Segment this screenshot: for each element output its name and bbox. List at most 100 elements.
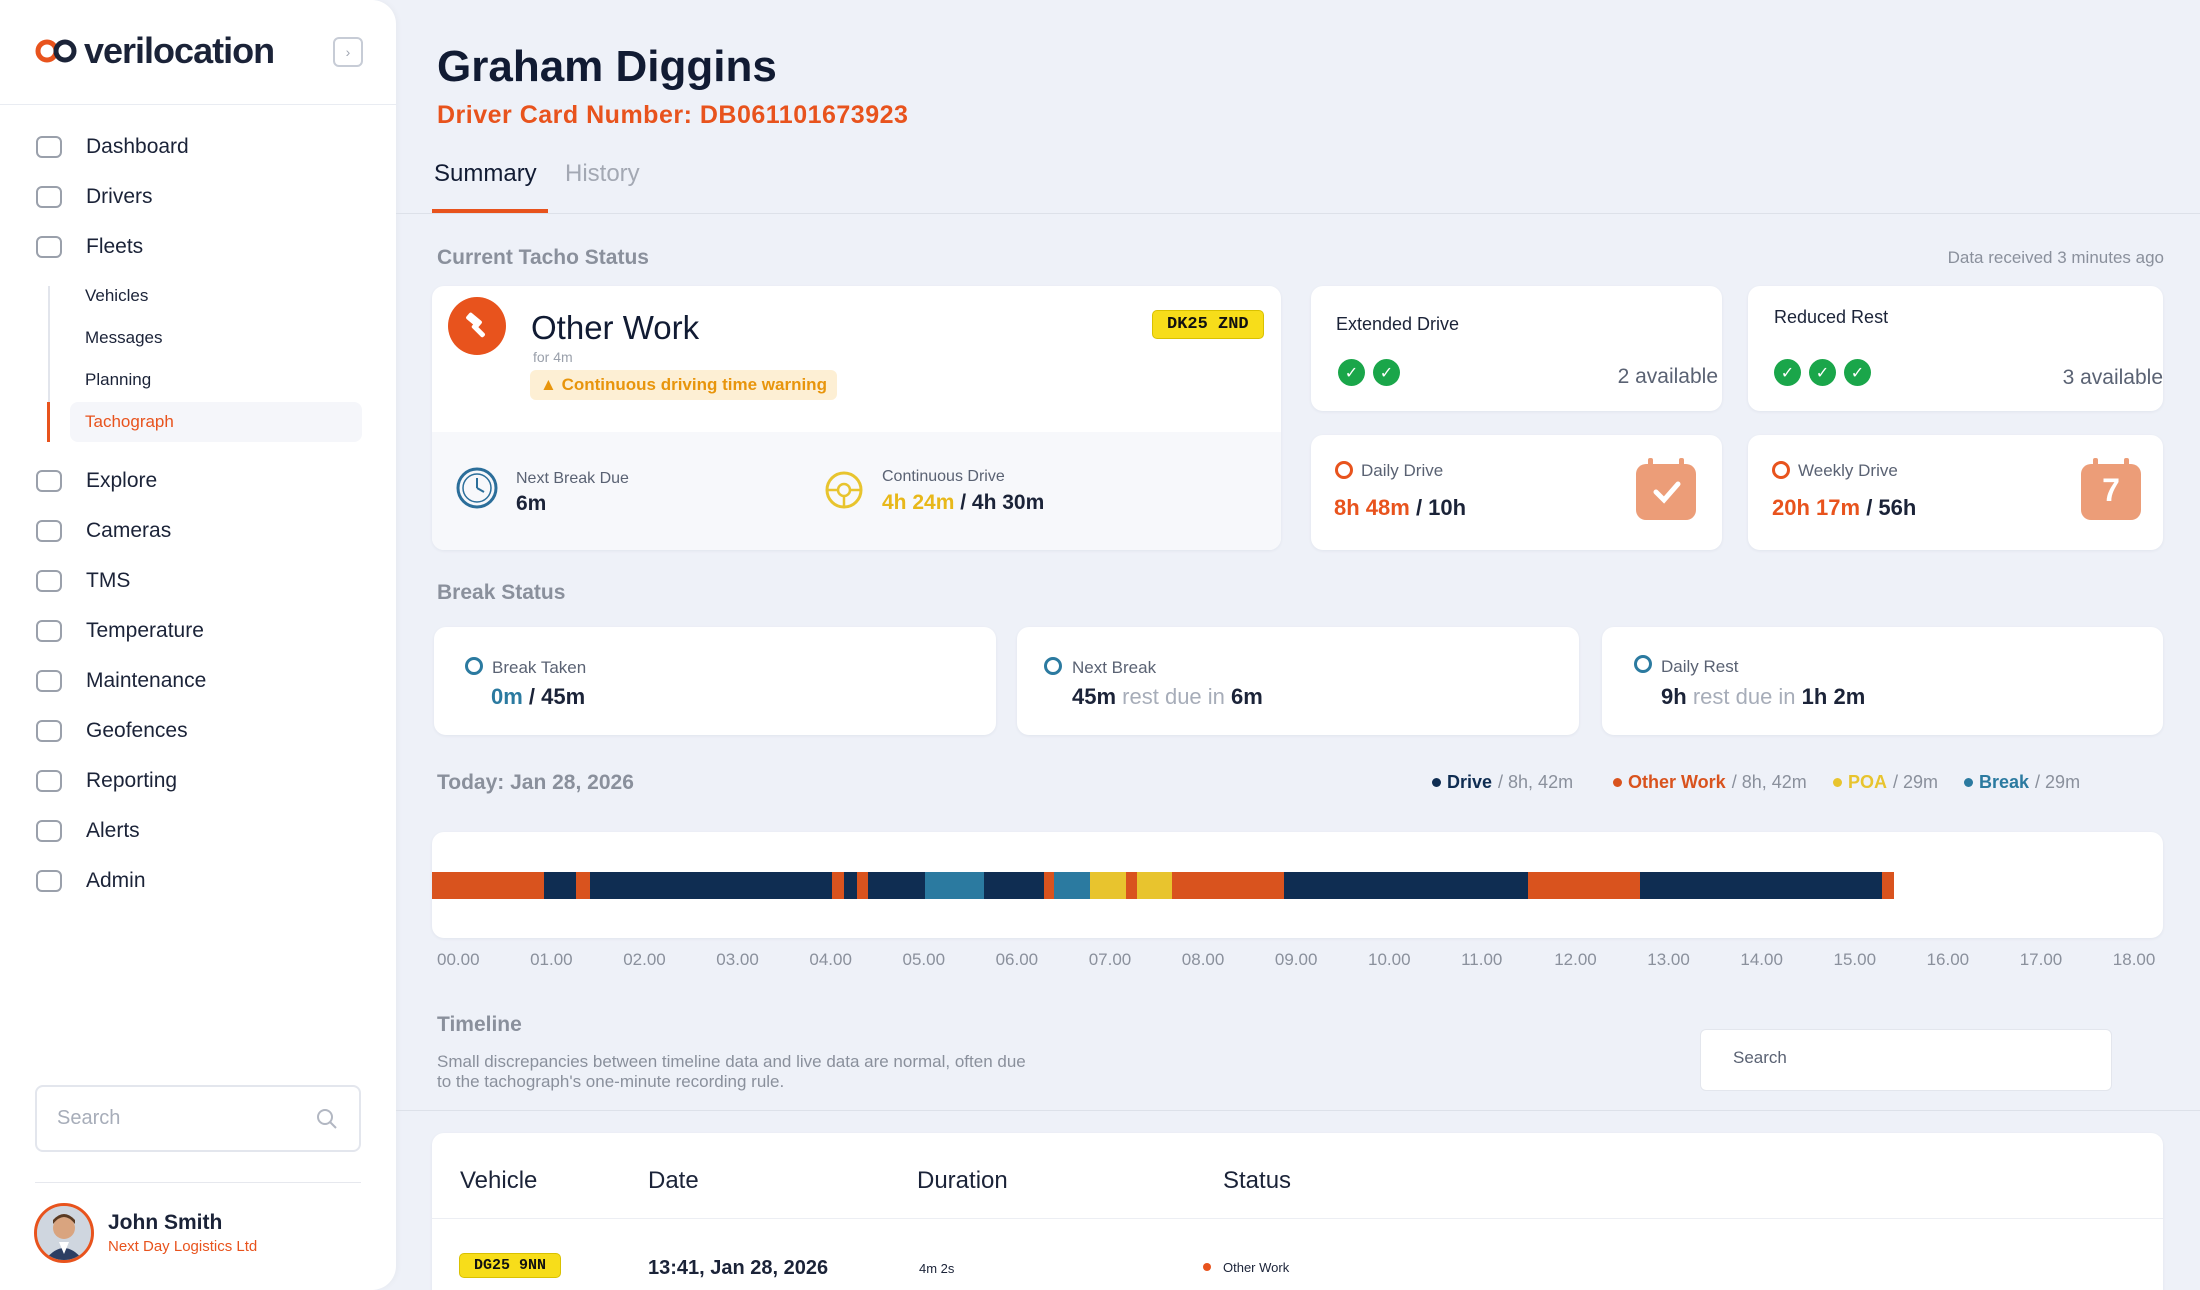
segment-other-work[interactable] bbox=[1882, 872, 1894, 899]
timeline-search-input[interactable]: Search bbox=[1700, 1029, 2112, 1091]
divider bbox=[396, 1110, 2200, 1111]
hour-tick-label: 07.00 bbox=[1088, 950, 1132, 969]
hour-tick-label: 15.00 bbox=[1833, 950, 1877, 969]
extended-drive-label: Extended Drive bbox=[1336, 314, 1460, 334]
segment-drive[interactable] bbox=[984, 872, 1044, 899]
sidebar-subitem-messages[interactable]: Messages bbox=[85, 328, 163, 347]
section-title-break: Break Status bbox=[437, 581, 566, 604]
next-break-status-value: 45m bbox=[1072, 684, 1117, 709]
report-icon bbox=[32, 764, 66, 798]
segment-other-work[interactable] bbox=[832, 872, 845, 899]
geofence-icon bbox=[32, 714, 66, 748]
legend-poa-name: POA bbox=[1848, 772, 1888, 792]
column-header-duration[interactable]: Duration bbox=[917, 1167, 1008, 1194]
wrench-icon bbox=[32, 664, 66, 698]
row-vehicle-plate: DG25 9NN bbox=[459, 1253, 562, 1278]
break-taken-value: 0m bbox=[491, 684, 523, 709]
divider bbox=[0, 104, 396, 105]
segment-break[interactable] bbox=[1053, 872, 1091, 899]
sidebar: verilocation › Dashboard Drivers Fleets Exp… bbox=[0, 0, 396, 1290]
sidebar-item-dashboard[interactable]: Dashboard bbox=[32, 130, 189, 164]
sidebar-item-label: Drivers bbox=[86, 185, 153, 208]
segment-other-work[interactable] bbox=[432, 872, 544, 899]
sidebar-item-reporting[interactable]: Reporting bbox=[32, 764, 177, 798]
section-title-tacho: Current Tacho Status bbox=[437, 246, 649, 269]
sidebar-item-admin[interactable]: Admin bbox=[32, 864, 146, 898]
sidebar-item-maintenance[interactable]: Maintenance bbox=[32, 664, 206, 698]
segment-poa[interactable] bbox=[1090, 872, 1126, 899]
sidebar-item-cameras[interactable]: Cameras bbox=[32, 514, 171, 548]
sidebar-item-alerts[interactable]: Alerts bbox=[32, 814, 140, 848]
daily-rest-label: Daily Rest bbox=[1661, 657, 1739, 676]
column-header-date[interactable]: Date bbox=[648, 1167, 699, 1194]
segment-break[interactable] bbox=[925, 872, 985, 899]
sidebar-item-explore[interactable]: Explore bbox=[32, 464, 157, 498]
segment-drive[interactable] bbox=[543, 872, 577, 899]
continuous-drive-label: Continuous Drive bbox=[882, 468, 1005, 485]
hour-tick-label: 03.00 bbox=[716, 950, 759, 969]
segment-other-work[interactable] bbox=[1125, 872, 1137, 899]
warning-icon: ▲ bbox=[540, 375, 557, 394]
row-duration: 4m 2s bbox=[919, 1261, 955, 1276]
active-tab-indicator bbox=[432, 209, 548, 213]
row-date: 13:41, Jan 28, 2026 bbox=[648, 1257, 829, 1279]
sidebar-item-fleets[interactable]: Fleets bbox=[32, 230, 143, 264]
segment-drive[interactable] bbox=[590, 872, 833, 899]
segment-other-work[interactable] bbox=[857, 872, 868, 899]
weekly-drive-ring-icon bbox=[1772, 461, 1790, 479]
sidebar-item-label: Cameras bbox=[86, 519, 172, 542]
user-profile[interactable]: John Smith Next Day Logistics Ltd bbox=[34, 1203, 257, 1263]
daily-drive-ring-icon bbox=[1335, 461, 1353, 479]
segment-drive[interactable] bbox=[844, 872, 858, 899]
reduced-rest-checks: ✓ ✓ ✓ bbox=[1774, 359, 1879, 386]
column-header-vehicle[interactable]: Vehicle bbox=[460, 1167, 538, 1194]
brand-logo[interactable]: verilocation bbox=[34, 30, 275, 72]
segment-drive[interactable] bbox=[1283, 872, 1528, 899]
check-icon: ✓ bbox=[1844, 359, 1871, 386]
sidebar-search-input[interactable]: Search bbox=[35, 1085, 361, 1152]
user-org: Next Day Logistics Ltd bbox=[108, 1238, 258, 1255]
sidebar-item-tms[interactable]: TMS bbox=[32, 564, 130, 598]
sidebar-item-geofences[interactable]: Geofences bbox=[32, 714, 188, 748]
segment-other-work[interactable] bbox=[1172, 872, 1284, 899]
segment-poa[interactable] bbox=[1136, 872, 1173, 899]
daily-rest-due: 1h 2m bbox=[1801, 684, 1866, 709]
current-status-card bbox=[432, 286, 1281, 550]
segment-other-work[interactable] bbox=[1527, 872, 1640, 899]
hour-tick-label: 11.00 bbox=[1461, 950, 1503, 969]
divider bbox=[432, 1218, 2163, 1219]
sidebar-item-label: Dashboard bbox=[86, 135, 189, 158]
status-dot bbox=[1203, 1263, 1211, 1271]
sidebar-subitem-vehicles[interactable]: Vehicles bbox=[85, 286, 149, 305]
sidebar-subitem-tachograph[interactable]: Tachograph bbox=[85, 412, 174, 431]
segment-drive[interactable] bbox=[867, 872, 926, 899]
continuous-drive-value: 4h 24m bbox=[882, 491, 955, 514]
check-icon: ✓ bbox=[1809, 359, 1836, 386]
sidebar-item-label: Explore bbox=[86, 469, 158, 492]
tab-summary[interactable]: Summary bbox=[434, 160, 537, 187]
collapse-sidebar-button[interactable]: › bbox=[333, 37, 363, 67]
segment-drive[interactable] bbox=[1639, 872, 1883, 899]
segment-other-work[interactable] bbox=[576, 872, 591, 899]
today-label: Today: Jan 28, 2026 bbox=[437, 771, 634, 794]
next-break-due: 6m bbox=[1231, 684, 1263, 709]
check-icon: ✓ bbox=[1373, 359, 1400, 386]
gear-icon bbox=[32, 864, 66, 898]
tab-history[interactable]: History bbox=[565, 160, 640, 187]
next-break-status-readout: 45m rest due in 6m bbox=[1072, 684, 1263, 710]
continuous-drive-readout: 4h 24m / 4h 30m bbox=[882, 491, 1044, 515]
speedometer-icon bbox=[32, 130, 66, 164]
column-header-status[interactable]: Status bbox=[1223, 1167, 1292, 1194]
hammer-icon bbox=[448, 297, 506, 355]
legend-other-work-value: / 8h, 42m bbox=[1731, 772, 1807, 792]
daily-rest-card bbox=[1602, 627, 2163, 735]
user-name: John Smith bbox=[108, 1211, 223, 1234]
brand-name: verilocation bbox=[84, 30, 275, 71]
driver-card-number: Driver Card Number: DB061101673923 bbox=[437, 101, 909, 129]
sidebar-subitem-planning[interactable]: Planning bbox=[85, 370, 152, 389]
segment-other-work[interactable] bbox=[1043, 872, 1054, 899]
avatar bbox=[34, 1203, 94, 1263]
sidebar-item-temperature[interactable]: Temperature bbox=[32, 614, 204, 648]
sidebar-item-drivers[interactable]: Drivers bbox=[32, 180, 153, 214]
warning-icon bbox=[32, 814, 66, 848]
